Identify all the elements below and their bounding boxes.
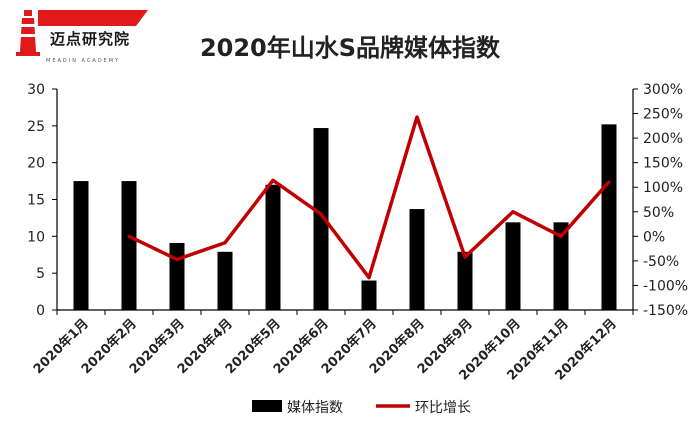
y-right-tick-label: -150% <box>643 303 688 319</box>
legend-label-bar: 媒体指数 <box>287 400 343 416</box>
bar <box>121 181 137 310</box>
line-point <box>223 241 227 245</box>
line-point <box>319 212 323 216</box>
bar <box>505 222 521 310</box>
legend-swatch-bar <box>252 400 282 412</box>
bar <box>553 222 569 310</box>
line-point <box>463 255 467 259</box>
y-left-tick-label: 20 <box>27 156 45 172</box>
y-left-tick-label: 15 <box>27 193 45 209</box>
line-point <box>175 257 179 261</box>
y-left-tick-label: 0 <box>36 303 45 319</box>
chart-title: 2020年山水S品牌媒体指数 <box>199 34 501 62</box>
lighthouse-icon <box>16 10 40 56</box>
bar <box>361 280 377 310</box>
y-left-tick-label: 30 <box>27 82 45 98</box>
y-right-tick-label: 200% <box>643 131 683 147</box>
line-point <box>559 234 563 238</box>
y-right-tick-label: 300% <box>643 82 683 98</box>
bar <box>313 128 329 310</box>
brand-tagline: MEADIN ACADEMY <box>46 58 121 64</box>
line-point <box>127 234 131 238</box>
legend-label-line: 环比增长 <box>415 400 471 416</box>
y-right-tick-label: 250% <box>643 107 683 123</box>
bar <box>457 251 473 310</box>
line-point <box>415 115 419 119</box>
y-right-tick-label: 100% <box>643 180 683 196</box>
bar <box>169 242 185 310</box>
y-right-tick-label: 50% <box>643 205 674 221</box>
bar <box>217 251 233 310</box>
y-right-tick-label: 150% <box>643 156 683 172</box>
line-point <box>607 180 611 184</box>
y-right-tick-label: -100% <box>643 278 688 294</box>
y-left-tick-label: 5 <box>36 266 45 282</box>
brand-logo: 迈点研究院 MEADIN ACADEMY <box>8 8 148 68</box>
line-point <box>367 276 371 280</box>
y-left-tick-label: 10 <box>27 229 45 245</box>
line-point <box>271 178 275 182</box>
y-right-tick-label: -50% <box>643 254 679 270</box>
bar <box>601 124 617 310</box>
y-left-tick-label: 25 <box>27 119 45 135</box>
y-right-tick-label: 0% <box>643 229 665 245</box>
red-banner-shape <box>38 10 148 26</box>
bar <box>265 184 281 310</box>
bar <box>73 181 89 310</box>
line-point <box>511 210 515 214</box>
line-series-path <box>128 115 611 280</box>
brand-name: 迈点研究院 <box>50 30 131 48</box>
bar <box>409 209 425 310</box>
